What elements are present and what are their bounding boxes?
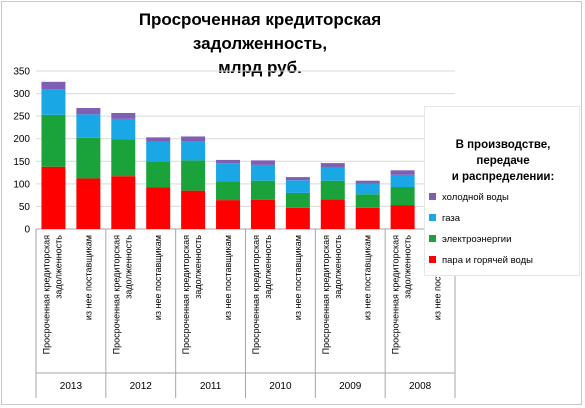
x-tick-label: Просроченная кредиторская задолженность: [251, 235, 273, 355]
bar-segment: [181, 160, 206, 191]
legend-title-line-1: В производстве, передаче: [455, 139, 551, 167]
bar-segment: [250, 180, 275, 200]
x-tick-label: Просроченная кредиторская задолженность: [111, 235, 133, 355]
legend-title-line-2: и распределении:: [451, 171, 555, 183]
legend-item-cold-water: холодной воды: [429, 191, 509, 205]
legend-label-cold-water: холодной воды: [442, 192, 509, 203]
legend-item-gas: газа: [429, 212, 460, 226]
x-tick-label: Просроченная кредиторская задолженность: [321, 235, 343, 355]
bar-segment: [181, 136, 206, 142]
bar-segment: [111, 176, 136, 229]
bar-segment: [390, 187, 415, 206]
bar-segment: [146, 141, 171, 162]
x-tick-label: из нее поставщикам: [153, 235, 163, 320]
y-tick-label: 300: [13, 89, 30, 100]
bar-segment: [146, 137, 171, 142]
y-tick-label: 250: [13, 112, 30, 123]
chart-title-line-2: млрд руб.: [218, 58, 302, 77]
legend: В производстве, передаче и распределении…: [424, 106, 580, 276]
bar-segment: [76, 108, 101, 115]
bar-segment: [355, 194, 380, 208]
group-label: 2013: [60, 381, 83, 392]
bar-segment: [41, 81, 66, 90]
legend-swatch-cold-water: [429, 192, 436, 200]
bar-segment: [111, 139, 136, 177]
bar-segment: [285, 192, 310, 208]
legend-swatch-steam-hot-water: [429, 255, 436, 263]
legend-label-electricity: электроэнергии: [442, 234, 512, 245]
bar-segment: [111, 112, 136, 119]
x-tick-label: из нее поставщикам: [363, 235, 373, 320]
legend-title: В производстве, передаче и распределении…: [429, 137, 577, 185]
x-tick-label: Просроченная кредиторская задолженность: [181, 235, 203, 355]
bar-segment: [320, 180, 345, 200]
bar-segment: [216, 163, 241, 182]
bar-segment: [181, 190, 206, 229]
bar-segment: [146, 161, 171, 188]
x-tick-label: Просроченная кредиторская задолженность: [391, 235, 413, 355]
bar-segment: [76, 178, 101, 229]
bar-segment: [390, 205, 415, 229]
y-tick-label: 100: [13, 179, 30, 190]
bar-segment: [216, 159, 241, 164]
bar-segment: [146, 187, 171, 229]
bar-segment: [216, 181, 241, 201]
group-label: 2012: [130, 381, 153, 392]
bar-segment: [320, 199, 345, 229]
chart-title: Просроченная кредиторская задолженность,…: [70, 8, 450, 80]
bar-segment: [41, 166, 66, 229]
group-label: 2010: [269, 381, 292, 392]
bar-segment: [320, 167, 345, 181]
bar-segment: [216, 200, 241, 229]
x-tick-label: из нее поставщикам: [293, 235, 303, 320]
bar-segment: [285, 207, 310, 229]
bar-segment: [76, 137, 101, 179]
bar-segment: [181, 141, 206, 161]
group-label: 2008: [409, 381, 432, 392]
bar-segment: [111, 118, 136, 140]
legend-label-gas: газа: [442, 213, 461, 224]
bar-segment: [41, 114, 66, 167]
x-tick-label: из нее поставщикам: [223, 235, 233, 320]
bar-segment: [76, 114, 101, 138]
bar-segment: [320, 163, 345, 168]
group-label: 2009: [339, 381, 362, 392]
group-label: 2011: [200, 381, 222, 392]
legend-item-electricity: электроэнергии: [429, 233, 511, 247]
chart-title-line-1: Просроченная кредиторская задолженность,: [138, 10, 382, 53]
legend-swatch-gas: [429, 213, 436, 221]
bar-segment: [355, 207, 380, 229]
legend-swatch-electricity: [429, 234, 436, 242]
bar-segment: [390, 170, 415, 175]
bar-segment: [355, 183, 380, 195]
y-tick-label: 150: [13, 157, 30, 168]
y-tick-label: 50: [19, 202, 31, 213]
legend-label-steam-hot-water: пара и горячей воды: [442, 255, 534, 266]
x-tick-label: из нее поставщикам: [83, 235, 93, 320]
legend-item-steam-hot-water: пара и горячей воды: [429, 254, 533, 268]
bar-segment: [250, 199, 275, 229]
bar-segment: [390, 174, 415, 188]
y-tick-label: 0: [24, 225, 30, 236]
bar-segment: [355, 180, 380, 184]
bar-segment: [41, 89, 66, 115]
bar-segment: [250, 164, 275, 181]
x-tick-label: из нее поставщикам: [433, 235, 443, 320]
y-tick-label: 350: [13, 67, 30, 78]
bar-segment: [250, 160, 275, 165]
x-tick-label: Просроченная кредиторская задолженность: [41, 235, 63, 355]
bar-segment: [285, 180, 310, 193]
bar-segment: [285, 177, 310, 181]
y-tick-label: 200: [13, 134, 30, 145]
